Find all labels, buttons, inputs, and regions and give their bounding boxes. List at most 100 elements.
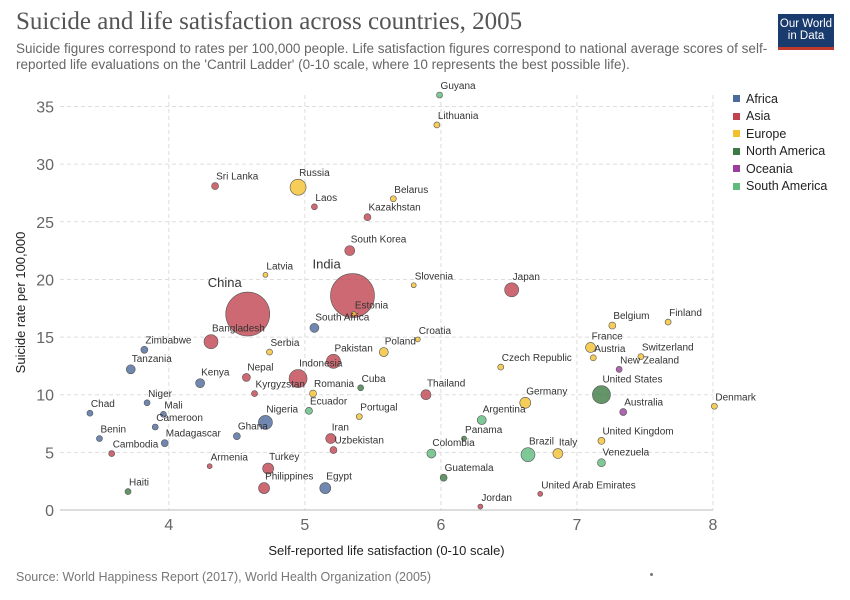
point-uzbekistan <box>329 446 338 454</box>
point-kazakhstan <box>363 213 372 221</box>
point-lithuania <box>433 121 441 129</box>
legend-item-oceania[interactable]: Oceania <box>733 160 827 178</box>
point-mali <box>160 411 167 418</box>
legend-swatch <box>733 165 740 173</box>
point-thailand <box>420 389 432 401</box>
point-label: Cuba <box>362 374 386 385</box>
point-label: Zimbabwe <box>145 335 192 346</box>
point-cambodia <box>108 450 115 457</box>
x-tick-label: 4 <box>164 517 173 534</box>
point-poland <box>378 347 389 357</box>
region-legend: Africa Asia Europe North America Oceania Sout… <box>733 90 827 195</box>
point-sri-lanka <box>211 182 219 190</box>
point-label: Pakistan <box>334 343 372 354</box>
point-label: South Korea <box>351 235 407 246</box>
legend-swatch <box>733 182 740 190</box>
point-czech-republic <box>497 363 505 371</box>
point-portugal <box>355 413 363 420</box>
point-zimbabwe <box>140 345 149 354</box>
x-tick-label: 6 <box>436 517 445 534</box>
legend-label: Europe <box>746 126 787 141</box>
point-label: Chad <box>91 399 115 410</box>
point-nigeria <box>258 415 273 430</box>
point-japan <box>504 282 519 298</box>
point-belgium <box>608 321 617 330</box>
point-label: Austria <box>594 344 626 355</box>
point-estonia <box>351 311 357 317</box>
point-tanzania <box>125 364 136 375</box>
point-south-africa <box>309 323 320 333</box>
point-label: Latvia <box>266 261 293 272</box>
y-tick-label: 5 <box>45 445 54 462</box>
point-panama <box>461 435 467 442</box>
legend-label: Africa <box>746 91 778 106</box>
point-label: Uzbekistan <box>334 436 383 447</box>
point-south-korea <box>344 245 356 256</box>
point-label: Laos <box>315 193 337 204</box>
legend-swatch <box>733 130 740 138</box>
point-label: Jordan <box>481 493 512 504</box>
y-tick-label: 0 <box>45 503 54 520</box>
point-ghana <box>233 432 241 441</box>
legend-item-africa[interactable]: Africa <box>733 90 827 108</box>
point-label: Madagascar <box>166 429 222 440</box>
point-label: Nigeria <box>266 404 298 415</box>
point-label: Nepal <box>247 362 273 373</box>
point-label: Panama <box>465 425 503 436</box>
point-label: Estonia <box>355 301 389 312</box>
point-label: Haiti <box>129 478 149 489</box>
point-label: Turkey <box>269 452 299 463</box>
legend-swatch <box>733 95 740 103</box>
point-label: Armenia <box>211 453 249 464</box>
point-label: Slovenia <box>415 272 454 283</box>
point-label: Thailand <box>427 379 465 390</box>
point-ecuador <box>305 407 313 415</box>
point-benin <box>96 435 103 442</box>
point-label: Venezuela <box>602 448 649 459</box>
point-kyrgyzstan <box>251 390 258 397</box>
x-tick-label: 8 <box>709 517 718 534</box>
chart-title: Suicide and life satisfaction across cou… <box>16 8 523 35</box>
point-venezuela <box>597 458 606 468</box>
point-latvia <box>262 272 269 278</box>
point-argentina <box>476 415 487 425</box>
point-romania <box>309 389 317 398</box>
point-label: Australia <box>624 398 663 409</box>
legend-item-europe[interactable]: Europe <box>733 125 827 143</box>
point-laos <box>311 203 318 211</box>
point-label: Belarus <box>394 185 428 196</box>
owid-logo[interactable]: Our World in Data <box>778 14 834 50</box>
point-label: United Kingdom <box>602 426 673 437</box>
legend-item-north-america[interactable]: North America <box>733 143 827 161</box>
point-label: Romania <box>314 379 354 390</box>
point-guatemala <box>439 473 448 482</box>
legend-swatch <box>733 112 740 120</box>
point-label: Lithuania <box>438 111 479 122</box>
legend-item-south-america[interactable]: South America <box>733 178 827 196</box>
legend-item-asia[interactable]: Asia <box>733 108 827 126</box>
point-label: Germany <box>526 386 567 397</box>
x-tick-label: 7 <box>573 517 582 534</box>
point-brazil <box>520 447 536 462</box>
point-label: Guyana <box>441 81 476 92</box>
point-indonesia <box>288 369 308 388</box>
point-serbia <box>266 348 273 356</box>
logo-line-2: in Data <box>787 30 825 42</box>
point-label: Benin <box>100 425 126 436</box>
point-label: Belgium <box>613 311 649 322</box>
point-belarus <box>390 195 397 203</box>
point-label: Guatemala <box>445 463 494 474</box>
point-label: Croatia <box>419 326 452 337</box>
point-label: Czech Republic <box>502 353 572 364</box>
y-tick-label: 15 <box>36 330 54 347</box>
point-croatia <box>414 336 421 343</box>
point-label: Iran <box>332 423 349 434</box>
point-label: Cambodia <box>113 440 159 451</box>
logo-accent-bar <box>778 47 834 50</box>
point-label: Egypt <box>326 472 352 483</box>
point-label: Brazil <box>529 437 554 448</box>
point-egypt <box>319 482 332 494</box>
legend-label: North America <box>746 144 826 159</box>
point-label: Sri Lanka <box>216 172 259 183</box>
y-axis-label: Suicide rate per 100,000 <box>13 232 28 374</box>
